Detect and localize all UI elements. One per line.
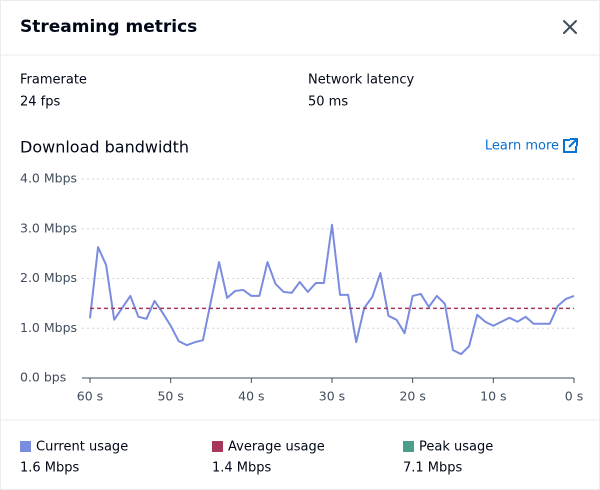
legend-value: 1.6 Mbps: [20, 461, 80, 476]
learn-more-link[interactable]: Learn more: [485, 139, 559, 154]
stat-value: 50 ms: [308, 95, 348, 110]
stat-label: Network latency: [308, 73, 414, 88]
close-button[interactable]: [563, 20, 577, 34]
panel-title: Streaming metrics: [20, 17, 197, 37]
stat-value: 24 fps: [20, 95, 61, 110]
x-tick-label: 40 s: [238, 389, 264, 404]
y-tick-label: 4.0 Mbps: [20, 171, 77, 186]
legend-value: 7.1 Mbps: [403, 461, 463, 476]
external-link-icon[interactable]: [563, 138, 578, 153]
close-icon[interactable]: [563, 20, 577, 34]
legend-label: Peak usage: [419, 440, 493, 455]
legend-label: Average usage: [228, 440, 325, 455]
legend-swatch: [403, 441, 414, 452]
y-tick-label: 0.0 bps: [20, 370, 66, 385]
x-tick-label: 60 s: [77, 389, 103, 404]
x-tick-label: 10 s: [480, 389, 506, 404]
legend-swatch: [212, 441, 223, 452]
x-tick-label: 20 s: [399, 389, 425, 404]
y-tick-label: 1.0 Mbps: [20, 320, 77, 335]
y-tick-label: 2.0 Mbps: [20, 270, 77, 285]
legend-value: 1.4 Mbps: [212, 461, 272, 476]
legend-swatch: [20, 441, 31, 452]
x-tick-label: 50 s: [157, 389, 183, 404]
x-tick-label: 30 s: [319, 389, 345, 404]
external-icon-arrow[interactable]: [568, 138, 578, 148]
y-tick-label: 3.0 Mbps: [20, 220, 77, 235]
external-icon-box[interactable]: [563, 139, 577, 153]
legend-label: Current usage: [36, 440, 128, 455]
series-line: [89, 223, 575, 356]
stat-label: Framerate: [20, 73, 87, 88]
chart-title: Download bandwidth: [20, 138, 189, 157]
x-tick-label: 0 s: [565, 389, 583, 404]
